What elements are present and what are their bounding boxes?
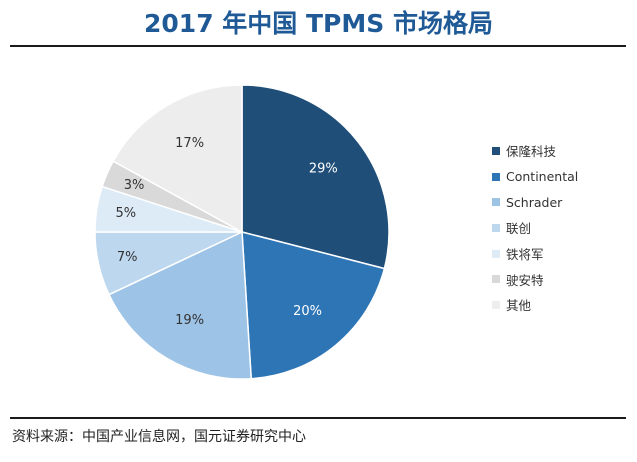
title-divider bbox=[10, 45, 626, 47]
source-note: 资料来源：中国产业信息网，国元证券研究中心 bbox=[12, 429, 306, 445]
legend: 保隆科技 Continental Schrader 联创铁将军驶安特其他 bbox=[492, 138, 632, 318]
legend-swatch bbox=[492, 146, 500, 155]
legend-item-4: 铁将军 bbox=[492, 241, 632, 267]
pie-slice-label-5: 3% bbox=[124, 178, 145, 193]
pie-data-labels: 29% 20% 19% 7% 5% 3% 17% bbox=[116, 136, 338, 328]
pie-slice-label-4: 5% bbox=[116, 206, 137, 221]
pie-slice-label-1: 20% bbox=[293, 304, 322, 319]
pie-slice-2 bbox=[107, 230, 253, 380]
pie-slice-label-3: 7% bbox=[117, 250, 138, 265]
legend-swatch bbox=[492, 249, 500, 258]
pie-slice-6 bbox=[112, 84, 243, 234]
legend-swatch bbox=[492, 172, 500, 181]
legend-item-1: Continental bbox=[492, 164, 632, 190]
source-divider bbox=[10, 417, 626, 419]
pie-slice-0 bbox=[241, 84, 390, 270]
pie-slices bbox=[94, 84, 390, 380]
legend-item-6: 其他 bbox=[492, 292, 632, 318]
pie-slice-1 bbox=[241, 231, 386, 380]
legend-item-5: 驶安特 bbox=[492, 266, 632, 292]
legend-swatch bbox=[492, 223, 500, 232]
legend-swatch bbox=[492, 198, 500, 207]
legend-label: 保隆科技 bbox=[506, 144, 557, 160]
legend-label: 铁将军 bbox=[506, 247, 544, 263]
pie-slice-label-6: 17% bbox=[175, 136, 204, 151]
legend-item-2: Schrader bbox=[492, 189, 632, 215]
pie-slice-label-0: 29% bbox=[309, 161, 338, 176]
legend-label: 联创 bbox=[506, 221, 532, 237]
legend-label: 其他 bbox=[506, 298, 532, 314]
legend-label: Continental bbox=[506, 169, 579, 185]
legend-item-3: 联创 bbox=[492, 215, 632, 241]
chart-title: 2017 年中国 TPMS 市场格局 bbox=[144, 9, 493, 38]
legend-item-0: 保隆科技 bbox=[492, 138, 632, 164]
legend-label: 驶安特 bbox=[506, 272, 544, 288]
legend-swatch bbox=[492, 300, 500, 309]
legend-swatch bbox=[492, 275, 500, 284]
legend-label: Schrader bbox=[506, 194, 563, 210]
pie-slice-label-2: 19% bbox=[175, 313, 204, 328]
